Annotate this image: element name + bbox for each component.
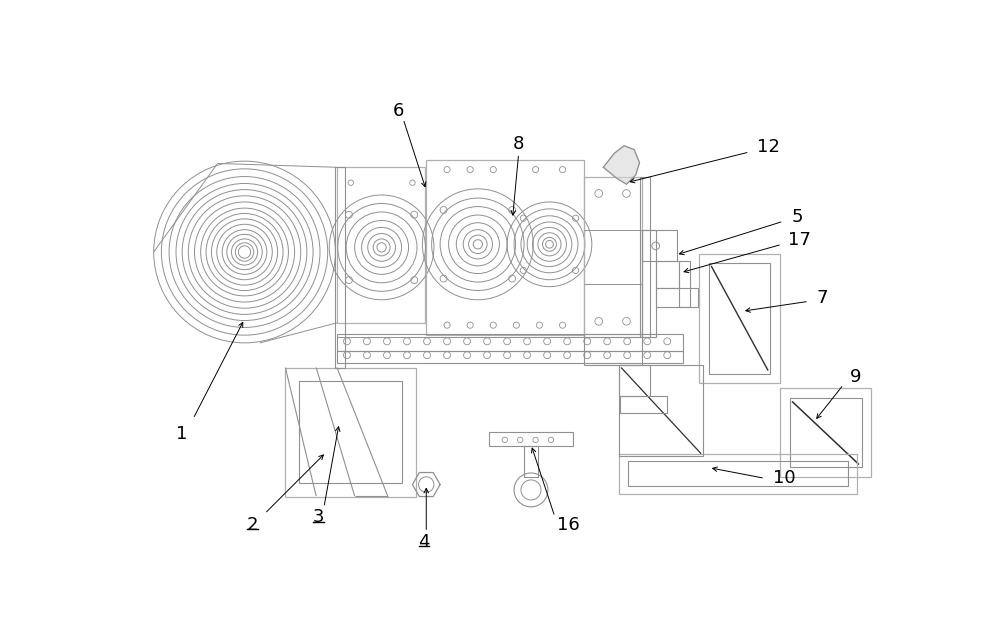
Bar bbox=[426, 160, 584, 335]
Bar bbox=[620, 396, 666, 413]
Text: 3: 3 bbox=[313, 508, 324, 526]
Text: 4: 4 bbox=[418, 533, 430, 550]
Bar bbox=[337, 168, 425, 323]
Bar bbox=[628, 461, 848, 486]
Bar bbox=[619, 365, 703, 456]
Bar bbox=[642, 231, 677, 261]
Bar bbox=[299, 380, 402, 483]
Polygon shape bbox=[603, 146, 640, 184]
Text: 12: 12 bbox=[757, 138, 780, 156]
Text: 17: 17 bbox=[788, 231, 811, 248]
Bar bbox=[335, 168, 345, 368]
Bar bbox=[584, 334, 642, 365]
Bar bbox=[584, 176, 642, 337]
Text: 2: 2 bbox=[246, 515, 258, 534]
Bar bbox=[679, 261, 690, 308]
Bar bbox=[337, 334, 683, 352]
Bar bbox=[656, 288, 698, 308]
Bar bbox=[337, 352, 683, 363]
Text: 6: 6 bbox=[393, 102, 404, 120]
Bar bbox=[285, 368, 416, 497]
Bar bbox=[619, 454, 857, 494]
Text: 5: 5 bbox=[791, 208, 803, 225]
Text: 1: 1 bbox=[176, 426, 187, 443]
Text: 10: 10 bbox=[773, 469, 795, 487]
Text: 7: 7 bbox=[817, 289, 828, 307]
Bar bbox=[790, 398, 862, 467]
Text: 8: 8 bbox=[513, 135, 524, 154]
Text: 16: 16 bbox=[557, 515, 580, 534]
Bar bbox=[619, 365, 650, 396]
Bar bbox=[709, 263, 770, 374]
Bar bbox=[642, 231, 656, 337]
Bar bbox=[524, 446, 538, 477]
Bar bbox=[780, 389, 871, 477]
Bar bbox=[656, 261, 679, 288]
Text: 9: 9 bbox=[850, 368, 861, 386]
Bar bbox=[699, 254, 780, 383]
Bar bbox=[640, 176, 650, 337]
Bar bbox=[489, 432, 573, 446]
